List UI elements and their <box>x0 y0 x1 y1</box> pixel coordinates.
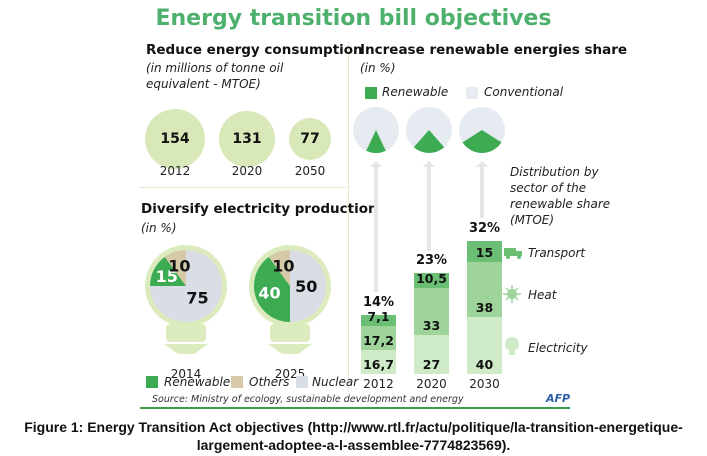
bar-heat-2030: 38 <box>467 262 502 317</box>
source-note: Source: Ministry of ecology, sustainable… <box>152 394 464 405</box>
consumption-year-2020: 2020 <box>231 164 263 178</box>
consumption-year-2012: 2012 <box>159 164 191 178</box>
legend-transport-label: Transport <box>528 246 586 260</box>
slice-renewable-2014 <box>150 256 186 286</box>
legend-renewable-label: Renewable <box>164 375 231 389</box>
truck-icon <box>504 248 522 259</box>
bar-transport-2012: 7,1 <box>361 309 396 326</box>
slice-others-2025 <box>268 250 290 286</box>
slice-label-others-2014: 10 <box>168 256 190 275</box>
horizontal-divider <box>140 187 346 188</box>
share-percent-2030: 32% <box>468 221 501 236</box>
consumption-year-2050: 2050 <box>294 164 326 178</box>
distribution-label-2: sector of the <box>510 181 587 195</box>
legend-others-swatch <box>231 376 243 388</box>
share-percent-2020: 23% <box>415 253 448 269</box>
legend-conventional-swatch <box>466 87 478 99</box>
bar-year-2012: 2012 <box>363 377 394 391</box>
caption-line-2: largement-adoptee-a-l-assemblee-77748235… <box>196 437 511 453</box>
slice-label-renewable-2014: 15 <box>156 267 178 286</box>
consumption-bubble-2012: 154 <box>145 109 205 169</box>
share-pie-renewable-2030 <box>462 130 502 153</box>
caption-line-1: Figure 1: Energy Transition Act objectiv… <box>24 419 683 435</box>
slice-label-others-2025: 10 <box>272 256 294 275</box>
legend-electricity-label: Electricity <box>528 341 588 355</box>
electricity-title: Diversify electricity production <box>141 201 378 217</box>
share-pie-renewable-2020 <box>413 130 445 153</box>
arrow-shaft-2030 <box>480 167 484 218</box>
slice-label-renewable-2025: 40 <box>258 284 280 303</box>
consumption-subtitle-2: equivalent - MTOE) <box>146 77 261 91</box>
bar-electricity-2030: 40 <box>467 316 502 374</box>
slice-renewable-2025 <box>254 256 290 322</box>
renewables-subtitle: (in %) <box>360 61 396 75</box>
share-pie-renewable-2012 <box>366 130 386 153</box>
renewables-title: Increase renewable energies share <box>360 42 628 58</box>
infographic-title: Energy transition bill objectives <box>155 6 552 31</box>
bulb-base <box>166 324 206 342</box>
bar-heat-2020: 33 <box>414 288 449 336</box>
bar-electricity-2012: 16,7 <box>361 350 396 374</box>
bar-year-2030: 2030 <box>469 377 500 391</box>
bulb-year-2014: 2014 <box>171 367 202 381</box>
bulb-tip <box>164 344 208 354</box>
bar-electricity-2020: 27 <box>414 335 449 374</box>
slice-nuclear-2025 <box>290 250 326 322</box>
vertical-divider <box>348 42 349 394</box>
slice-others-2014 <box>164 250 186 286</box>
distribution-label-3: renewable share <box>510 197 611 211</box>
legend-conventional-label: Conventional <box>484 85 564 99</box>
bulb-tip <box>268 344 312 354</box>
bar-transport-2030: 15 <box>467 241 502 263</box>
consumption-subtitle-1: (in millions of tonne oil <box>146 61 284 75</box>
arrow-head <box>476 161 488 167</box>
legend-renewable-swatch <box>146 376 158 388</box>
sun-icon <box>503 285 521 303</box>
renewable-share-pies <box>353 107 505 292</box>
arrow-shaft-2020 <box>427 167 431 251</box>
bar-year-2020: 2020 <box>416 377 447 391</box>
distribution-label-1: Distribution by <box>510 165 599 179</box>
arrow-head <box>370 161 382 167</box>
bar-heat-2012: 17,2 <box>361 325 396 351</box>
arrow-head <box>423 161 435 167</box>
bar-transport-2020: 10,5 <box>414 271 449 289</box>
electricity-subtitle: (in %) <box>141 221 177 235</box>
slice-label-nuclear-2025: 50 <box>295 277 317 296</box>
figure-caption: Figure 1: Energy Transition Act objectiv… <box>0 418 707 454</box>
lightbulb-icon <box>505 337 519 355</box>
consumption-title: Reduce energy consumption <box>146 42 363 58</box>
share-percent-2012: 14% <box>362 295 395 311</box>
consumption-bubble-2050: 77 <box>288 117 332 161</box>
arrow-shaft-2012 <box>374 167 378 292</box>
distribution-label-4: (MTOE) <box>510 213 555 227</box>
legend-nuclear-label: Nuclear <box>312 375 359 389</box>
legend-others-label: Others <box>249 375 290 389</box>
bulb-base <box>270 324 310 342</box>
afp-logo: AFP <box>546 392 571 405</box>
slice-label-nuclear-2014: 75 <box>186 288 208 307</box>
bottom-rule <box>140 407 570 409</box>
legend-nuclear-swatch <box>296 376 308 388</box>
legend-renewable-share-swatch <box>365 87 377 99</box>
legend-renewable-share-label: Renewable <box>382 85 449 99</box>
consumption-bubble-2020: 131 <box>219 111 275 167</box>
legend-heat-label: Heat <box>528 288 557 302</box>
